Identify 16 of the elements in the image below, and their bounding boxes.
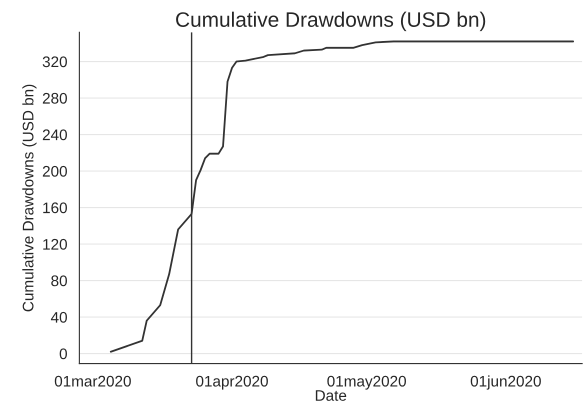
y-tick-label: 80 xyxy=(51,275,67,286)
x-tick-label: 01may2020 xyxy=(327,376,406,390)
y-tick-label: 280 xyxy=(42,92,67,104)
x-axis-title: Date xyxy=(316,390,346,401)
chart-title: Cumulative Drawdowns (USD bn) xyxy=(176,12,486,32)
x-tick-label: 01jun2020 xyxy=(470,375,541,390)
y-tick-label: 320 xyxy=(42,56,67,68)
x-tick-label: 01mar2020 xyxy=(54,376,131,387)
y-tick-label: 200 xyxy=(42,166,67,177)
y-tick-label: 0 xyxy=(60,348,67,360)
y-tick-label: 40 xyxy=(50,312,67,323)
y-tick-label: 160 xyxy=(43,202,67,214)
x-tick-label: 01apr2020 xyxy=(196,376,268,390)
y-tick-label: 240 xyxy=(42,129,67,140)
y-tick-label: 120 xyxy=(43,238,67,250)
y-axis-title: Cumulative Drawdowns (USD bn) xyxy=(22,84,37,312)
